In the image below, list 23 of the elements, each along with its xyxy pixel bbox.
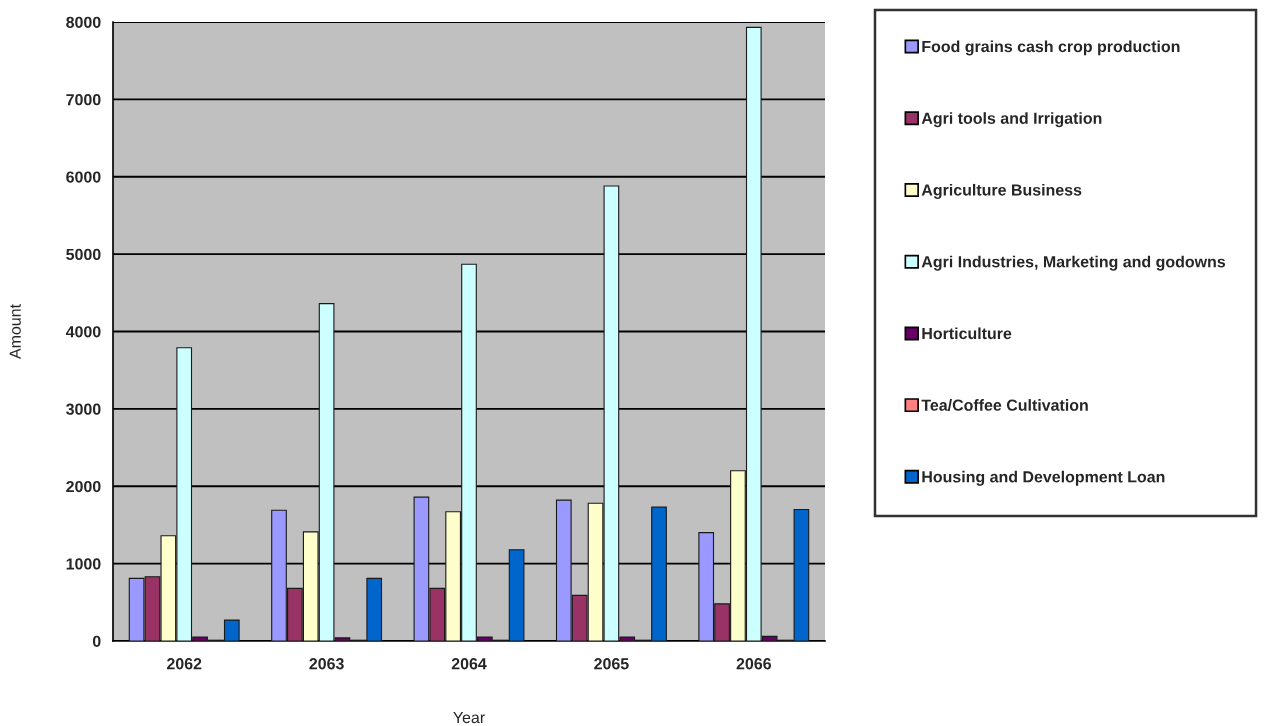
y-tick-label: 3000 <box>66 403 101 415</box>
y-tick-label: 1000 <box>66 558 101 570</box>
y-tick-label: 2000 <box>66 480 101 493</box>
y-tick-label: 0 <box>92 635 101 647</box>
legend-label: Horticulture <box>922 327 1012 340</box>
x-tick-label: 2064 <box>451 658 487 670</box>
x-axis-title: Year <box>453 712 485 724</box>
x-tick-label: 2062 <box>166 658 202 670</box>
y-tick-label: 4000 <box>65 326 101 338</box>
legend-label: Agri tools and Irrigation <box>921 112 1102 128</box>
x-tick-label: 2065 <box>594 658 629 670</box>
y-tick-label: 6000 <box>66 171 101 183</box>
y-axis-title: Amount <box>9 304 21 359</box>
legend-label: Agri Industries, Marketing and godowns <box>921 255 1226 271</box>
legend-label: Agriculture Business <box>921 183 1082 199</box>
y-tick-label: 5000 <box>66 248 101 261</box>
x-tick-label: 2066 <box>736 658 771 670</box>
legend-label: Food grains cash crop production <box>922 40 1180 56</box>
y-tick-label: 8000 <box>66 16 101 28</box>
x-tick-label: 2063 <box>309 658 344 670</box>
legend-label: Tea/Coffee Cultivation <box>921 399 1088 411</box>
legend-label: Housing and Development Loan <box>922 470 1165 486</box>
y-tick-label: 7000 <box>66 94 101 106</box>
